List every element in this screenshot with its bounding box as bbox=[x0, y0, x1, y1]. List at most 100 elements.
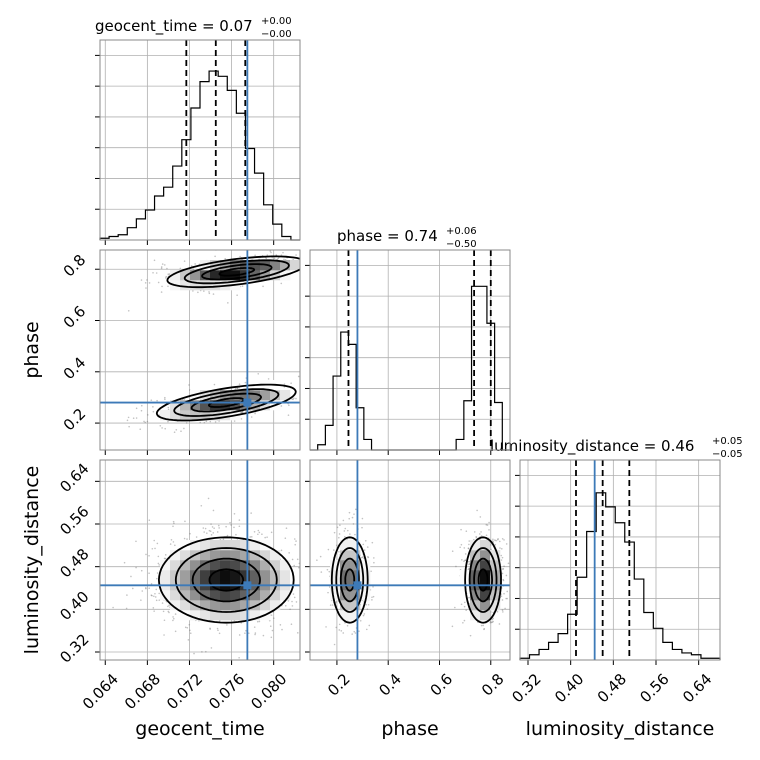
pair-geocent-time-vs-luminosity-distance-sample-529 bbox=[245, 629, 247, 632]
pair-geocent-time-vs-luminosity-distance-sample-242 bbox=[148, 554, 150, 557]
pair-geocent-time-vs-phase-contour-1-2 bbox=[173, 388, 280, 417]
pair-geocent-time-vs-luminosity-distance-sample-642 bbox=[295, 540, 297, 542]
pair-geocent-time-vs-luminosity-distance-sample-79 bbox=[285, 527, 288, 529]
pair-geocent-time-vs-phase-sample-585 bbox=[143, 420, 145, 423]
pair-phase-vs-luminosity-distance-density-cell-5-8 bbox=[360, 570, 371, 581]
pair-geocent-time-vs-phase-sample-693 bbox=[214, 421, 217, 423]
pair-phase-vs-luminosity-distance-sample-492 bbox=[482, 624, 485, 627]
pair-geocent-time-vs-luminosity-distance-density-cell-12-6 bbox=[220, 590, 231, 601]
pair-phase-vs-luminosity-distance-sample-5 bbox=[365, 603, 368, 606]
pair-geocent-time-vs-phase-sample-289 bbox=[192, 268, 195, 271]
pair-phase-vs-luminosity-distance-sample-239 bbox=[373, 557, 375, 559]
pair-geocent-time-vs-luminosity-distance-density-cell-9-8 bbox=[190, 570, 201, 581]
pair-phase-vs-luminosity-distance-sample-627 bbox=[491, 540, 494, 542]
pair-phase-vs-luminosity-distance-sample-722 bbox=[460, 603, 463, 606]
pair-geocent-time-vs-phase-sample-104 bbox=[270, 251, 272, 254]
pair-geocent-time-vs-phase-sample-200 bbox=[214, 255, 216, 258]
pair-geocent-time-vs-phase-sample-667 bbox=[218, 420, 220, 422]
x-axis-label-geocent-time: geocent_time bbox=[135, 718, 264, 740]
pair-geocent-time-vs-phase-sample-882 bbox=[267, 378, 270, 380]
pair-geocent-time-vs-phase-density-cell-9-16 bbox=[190, 280, 201, 291]
pair-geocent-time-vs-luminosity-distance-density-cell-11-11 bbox=[210, 540, 221, 551]
pair-geocent-time-vs-luminosity-distance-density-cell-11-9 bbox=[210, 560, 221, 571]
pair-geocent-time-vs-luminosity-distance-sample-294 bbox=[238, 656, 240, 659]
pair-phase-vs-luminosity-distance-density-cell-3-11 bbox=[340, 540, 351, 551]
pair-geocent-time-vs-luminosity-distance-density-cell-17-6 bbox=[270, 590, 281, 601]
pair-geocent-time-vs-luminosity-distance-sample-416 bbox=[279, 624, 282, 626]
pair-geocent-time-vs-luminosity-distance-sample-269 bbox=[284, 537, 287, 540]
pair-geocent-time-vs-phase-sample-345 bbox=[161, 263, 164, 265]
pair-geocent-time-vs-luminosity-distance-density-cell-13-4 bbox=[230, 610, 241, 621]
pair-geocent-time-vs-phase-sample-429 bbox=[183, 260, 186, 262]
pair-geocent-time-vs-luminosity-distance-sample-407 bbox=[195, 536, 198, 538]
pair-phase-vs-luminosity-distance-sample-468 bbox=[505, 597, 507, 600]
pair-geocent-time-vs-luminosity-distance-sample-876 bbox=[164, 557, 167, 560]
hist-geocent-time-frame bbox=[99, 39, 301, 241]
pair-geocent-time-vs-luminosity-distance-sample-473 bbox=[295, 601, 298, 603]
pair-phase-vs-luminosity-distance-sample-233 bbox=[352, 523, 355, 525]
pair-geocent-time-vs-luminosity-distance-sample-673 bbox=[155, 599, 158, 602]
pair-phase-vs-luminosity-distance-sample-736 bbox=[498, 623, 501, 625]
pair-geocent-time-vs-phase-density-cell-12-3 bbox=[220, 410, 231, 421]
pair-phase-vs-luminosity-distance-sample-11 bbox=[336, 526, 339, 529]
pair-geocent-time-vs-luminosity-distance-sample-768 bbox=[123, 561, 126, 564]
pair-geocent-time-vs-phase-density-cell-17-17 bbox=[270, 270, 281, 281]
pair-phase-vs-luminosity-distance-sample-70 bbox=[335, 601, 337, 603]
pair-geocent-time-vs-phase-sample-231 bbox=[203, 290, 205, 292]
geocent-time-title-sub: −0.00 bbox=[261, 29, 292, 40]
pair-geocent-time-vs-phase-sample-562 bbox=[209, 420, 212, 423]
pair-geocent-time-vs-luminosity-distance-density-cell-10-9 bbox=[200, 560, 211, 571]
pair-phase-vs-luminosity-distance-density-cell-3-9 bbox=[340, 560, 351, 571]
pair-geocent-time-vs-luminosity-distance-density-cell-7-5 bbox=[170, 600, 181, 611]
pair-phase-vs-luminosity-distance-sample-393 bbox=[492, 538, 494, 541]
pair-phase-vs-luminosity-distance-sample-696 bbox=[464, 559, 467, 562]
pair-phase-vs-luminosity-distance-density-cell-4-11 bbox=[350, 540, 361, 551]
x-axis-label-luminosity-distance: luminosity_distance bbox=[526, 718, 715, 740]
pair-geocent-time-vs-luminosity-distance-sample-305 bbox=[254, 633, 256, 636]
pair-phase-vs-luminosity-distance-sample-623 bbox=[503, 592, 505, 595]
pair-phase-vs-luminosity-distance-sample-113 bbox=[319, 555, 322, 558]
pair-phase-vs-luminosity-distance-density-cell-2-9 bbox=[330, 560, 341, 571]
pair-geocent-time-vs-luminosity-distance-density-cell-8-6 bbox=[180, 590, 191, 601]
pair-phase-vs-luminosity-distance-sample-536 bbox=[469, 634, 472, 637]
pair-geocent-time-vs-luminosity-distance-sample-268 bbox=[155, 588, 158, 591]
pair-geocent-time-vs-phase-sample-191 bbox=[161, 285, 163, 288]
pair-geocent-time-vs-luminosity-distance-sample-873 bbox=[141, 590, 144, 592]
pair-phase-vs-luminosity-distance-sample-702 bbox=[497, 538, 499, 540]
pair-phase-vs-luminosity-distance-sample-128 bbox=[371, 596, 373, 599]
pair-geocent-time-vs-phase-density-cell-8-16 bbox=[180, 280, 191, 291]
pair-phase-vs-luminosity-distance-density-cell-16-9 bbox=[470, 560, 481, 571]
pair-geocent-time-vs-luminosity-distance-sample-461 bbox=[257, 533, 259, 536]
pair-geocent-time-vs-luminosity-distance-sample-498 bbox=[126, 594, 128, 596]
pair-phase-vs-luminosity-distance-sample-821 bbox=[503, 539, 505, 541]
pair-geocent-time-vs-phase-sample-195 bbox=[295, 254, 297, 256]
pair-geocent-time-vs-phase-sample-293 bbox=[157, 281, 160, 284]
pair-geocent-time-vs-luminosity-distance-sample-333 bbox=[291, 605, 294, 607]
pair-phase-vs-luminosity-distance-sample-183 bbox=[338, 550, 340, 553]
pair-geocent-time-vs-luminosity-distance-sample-820 bbox=[135, 540, 137, 543]
pair-phase-vs-luminosity-distance-contour-1-0 bbox=[477, 568, 489, 592]
pair-geocent-time-vs-luminosity-distance-density-cell-16-6 bbox=[260, 590, 271, 601]
pair-geocent-time-vs-phase-sample-93 bbox=[254, 254, 256, 257]
pair-phase-vs-luminosity-distance-sample-655 bbox=[500, 547, 503, 550]
pair-phase-vs-luminosity-distance-sample-650 bbox=[501, 538, 504, 540]
pair-phase-vs-luminosity-distance-sample-380 bbox=[454, 606, 456, 609]
pair-geocent-time-vs-phase-sample-609 bbox=[240, 418, 243, 420]
pair-geocent-time-vs-phase-sample-322 bbox=[280, 282, 283, 285]
pair-geocent-time-vs-phase-sample-682 bbox=[167, 408, 170, 411]
pair-phase-vs-luminosity-distance-sample-431 bbox=[468, 540, 471, 542]
pair-geocent-time-vs-luminosity-distance-density-cell-7-8 bbox=[170, 570, 181, 581]
pair-geocent-time-vs-phase-density-cell-7-3 bbox=[170, 410, 181, 421]
pair-geocent-time-vs-luminosity-distance-sample-614 bbox=[281, 628, 283, 631]
pair-geocent-time-vs-phase-sample-642 bbox=[164, 396, 166, 399]
pair-geocent-time-vs-luminosity-distance-density-cell-12-11 bbox=[220, 540, 231, 551]
pair-geocent-time-vs-luminosity-distance-sample-499 bbox=[296, 558, 299, 561]
pair-geocent-time-vs-phase-sample-531 bbox=[199, 421, 201, 424]
pair-geocent-time-vs-luminosity-distance-sample-452 bbox=[296, 632, 299, 634]
pair-geocent-time-vs-phase-sample-215 bbox=[163, 264, 166, 266]
pair-geocent-time-vs-luminosity-distance-density-cell-8-10 bbox=[180, 550, 191, 561]
pair-geocent-time-vs-luminosity-distance-sample-69 bbox=[172, 619, 174, 622]
pair-geocent-time-vs-luminosity-distance-sample-772 bbox=[294, 543, 297, 546]
pair-phase-vs-luminosity-distance-sample-721 bbox=[475, 535, 478, 538]
pair-geocent-time-vs-luminosity-distance-sample-168 bbox=[168, 604, 170, 607]
